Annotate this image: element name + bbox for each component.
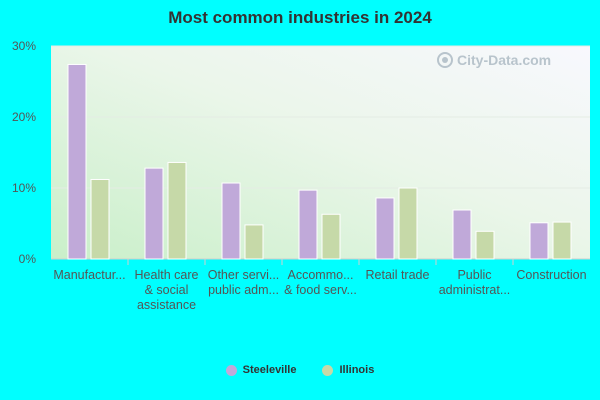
x-tick-label: public adm... [208,283,279,297]
bar-illinois-4[interactable] [398,187,418,260]
bar-illinois-0[interactable] [90,178,110,260]
legend-label-steeleville: Steeleville [242,364,297,376]
bar-steeleville-6[interactable] [529,222,549,260]
x-tick-label: Public [457,268,491,282]
bar-steeleville-5[interactable] [452,209,472,260]
legend-item-illinois: Illinois [322,364,374,376]
bar-steeleville-2[interactable] [221,182,241,260]
plot-area [51,46,590,259]
bar-illinois-1[interactable] [167,161,187,260]
bar-steeleville-4[interactable] [375,197,395,260]
x-tick-label: Other servi... [208,268,280,282]
x-tick-label: assistance [137,298,196,312]
x-tick-label: Accommo... [288,268,354,282]
x-tick-label: Manufactur... [53,268,125,282]
bar-illinois-5[interactable] [475,230,495,260]
x-tick-label: administrat... [439,283,511,297]
bar-illinois-3[interactable] [321,213,341,260]
bar-steeleville-1[interactable] [144,167,164,260]
legend: Steeleville Illinois [0,364,600,376]
x-tick-label: & food serv... [284,283,357,297]
legend-swatch-steeleville [225,364,237,376]
legend-label-illinois: Illinois [339,364,375,376]
y-tick-label: 10% [12,181,36,195]
watermark: City-Data.com [437,52,551,68]
y-tick-label: 20% [12,110,36,124]
bar-illinois-2[interactable] [244,224,264,260]
x-tick-label: & social [145,283,189,297]
city-data-logo-icon [437,52,453,68]
bar-illinois-6[interactable] [552,221,572,260]
y-tick-label: 30% [12,39,36,53]
watermark-text: City-Data.com [457,52,552,68]
x-tick-label: Retail trade [366,268,430,282]
x-tick-label: Construction [516,268,586,282]
chart-title: Most common industries in 2024 [168,8,432,27]
bar-steeleville-3[interactable] [298,189,318,260]
bar-steeleville-0[interactable] [67,63,87,260]
x-tick-label: Health care [135,268,199,282]
legend-swatch-illinois [322,364,334,376]
legend-item-steeleville: Steeleville [225,364,297,376]
y-tick-label: 0% [19,252,37,266]
